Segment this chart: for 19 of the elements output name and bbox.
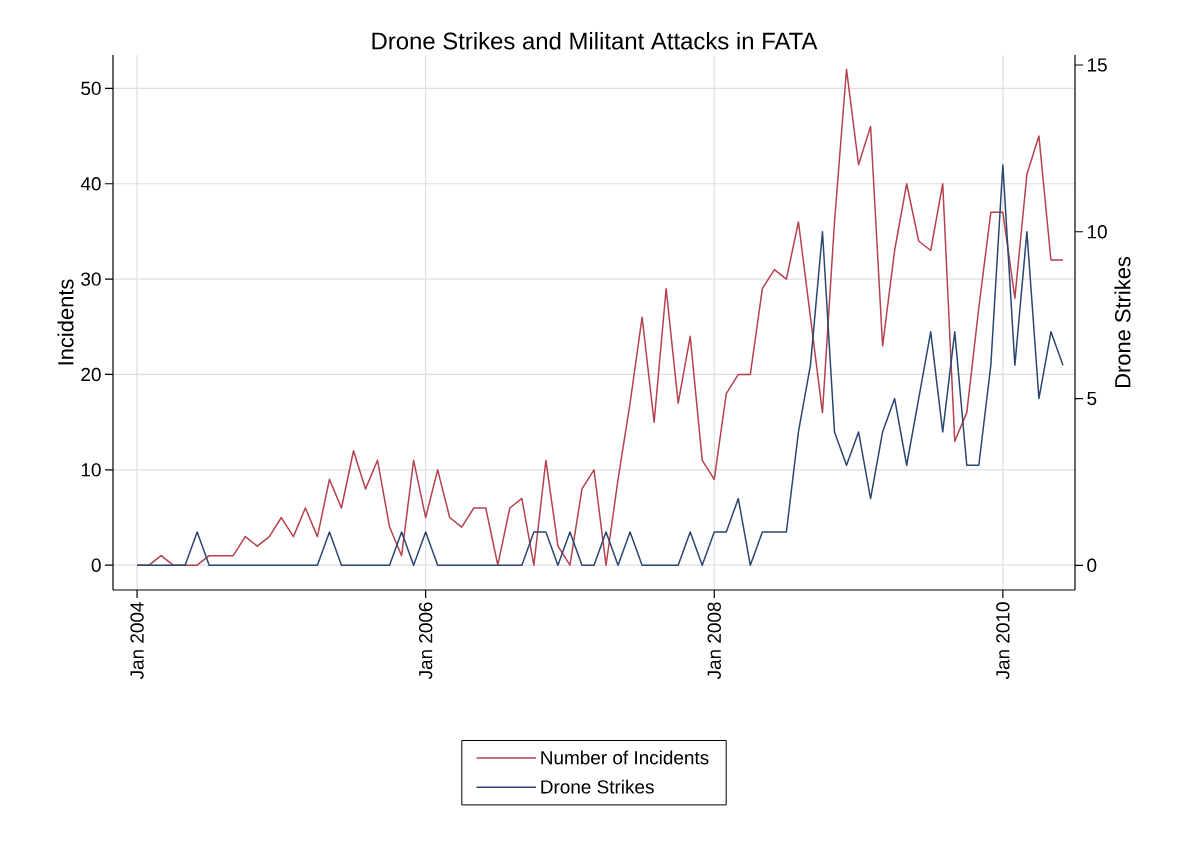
y-tick-label: 40 — [80, 177, 101, 191]
y2-tick-label: 5 — [1087, 391, 1097, 406]
y-tick-label: 0 — [91, 558, 101, 572]
y-axis-title: Incidents — [57, 279, 74, 365]
y-tick-label: 50 — [81, 81, 101, 96]
y-tick-label: 10 — [81, 463, 101, 477]
chart-title: Drone Strikes and Militant Attacks in FATA — [372, 31, 818, 50]
legend-label: Drone Strikes — [541, 779, 654, 794]
y2-tick-label: 15 — [1087, 58, 1107, 72]
x-tick-label: Jan 2008 — [707, 602, 721, 680]
y2-tick-label: 10 — [1087, 225, 1107, 239]
y2-axis-title: Drone Strikes — [1114, 256, 1131, 388]
x-tick-label: Jan 2010 — [996, 602, 1010, 680]
x-tick-label: Jan 2004 — [130, 602, 144, 680]
x-tick-label: Jan 2006 — [418, 602, 433, 680]
y-tick-label: 30 — [81, 272, 101, 286]
y-tick-label: 20 — [81, 367, 101, 382]
legend-label: Number of Incidents — [541, 750, 709, 765]
y2-tick-label: 0 — [1087, 558, 1097, 573]
